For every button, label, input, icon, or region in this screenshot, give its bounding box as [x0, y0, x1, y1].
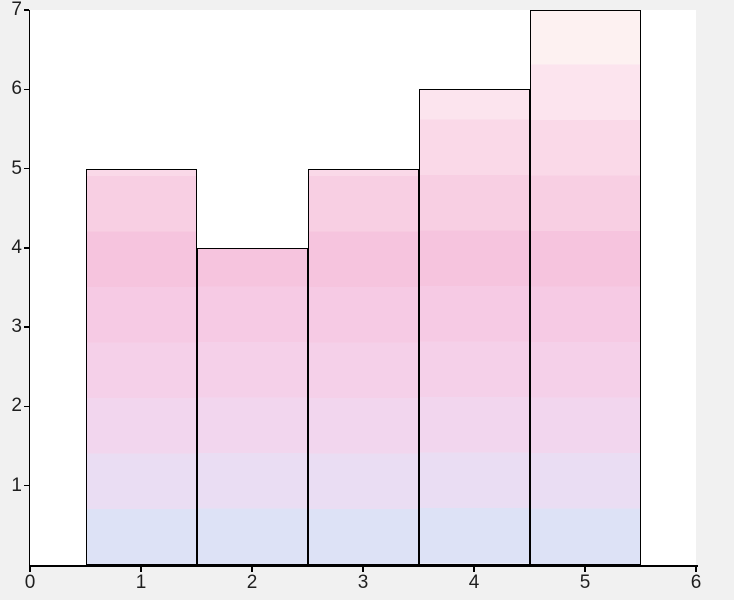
- y-tick-label: 1: [11, 474, 22, 496]
- bar: [196, 247, 308, 565]
- y-tick-mark: [23, 167, 29, 170]
- y-tick-mark: [23, 326, 29, 328]
- y-tick-mark: [23, 405, 29, 408]
- x-tick-mark: [140, 566, 142, 572]
- y-tick-label: 6: [11, 78, 22, 100]
- plot-area: 0 1 2 3 4 5 6 1 2 3 4 5 6 7: [11, 0, 701, 593]
- x-tick-label: 5: [579, 572, 591, 593]
- bar: [307, 168, 419, 565]
- bar: [418, 89, 530, 565]
- x-tick-label: 0: [24, 572, 36, 593]
- y-tick-label: 5: [11, 157, 22, 179]
- x-tick-label: 4: [468, 572, 480, 593]
- y-tick-label: 4: [11, 236, 22, 258]
- x-tick-mark: [584, 566, 586, 572]
- x-tick-label: 1: [135, 572, 147, 593]
- bar: [85, 168, 197, 565]
- y-tick-mark: [23, 88, 29, 91]
- x-tick-label: 2: [246, 572, 258, 593]
- x-tick-mark: [695, 566, 697, 572]
- x-tick-mark: [473, 566, 475, 572]
- y-tick-mark: [23, 484, 29, 487]
- x-axis-line: [28, 565, 698, 567]
- y-tick-mark: [23, 9, 29, 11]
- x-tick-mark: [362, 566, 364, 572]
- x-tick-mark: [29, 566, 31, 572]
- y-tick-label: 2: [11, 395, 22, 417]
- y-tick-label: 3: [11, 316, 22, 338]
- x-tick-mark: [251, 566, 253, 572]
- y-tick-mark: [23, 247, 29, 249]
- x-tick-label: 6: [690, 572, 702, 593]
- x-tick-label: 3: [357, 572, 369, 593]
- y-tick-label: 7: [11, 0, 22, 20]
- y-axis-line: [28, 10, 30, 567]
- bar: [529, 10, 641, 565]
